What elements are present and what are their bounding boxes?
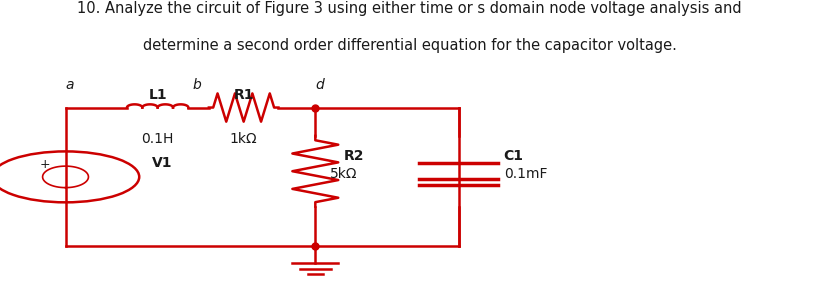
- Text: R1: R1: [233, 88, 254, 102]
- Text: C1: C1: [504, 149, 523, 163]
- Text: 0.1mF: 0.1mF: [504, 167, 547, 181]
- Text: R2: R2: [344, 149, 364, 163]
- Text: 5kΩ: 5kΩ: [330, 167, 358, 181]
- Text: +: +: [40, 158, 50, 171]
- Text: 1kΩ: 1kΩ: [230, 132, 257, 145]
- Text: d: d: [315, 78, 324, 92]
- Text: 0.1H: 0.1H: [142, 132, 174, 145]
- Text: a: a: [66, 78, 74, 92]
- Text: determine a second order differential equation for the capacitor voltage.: determine a second order differential eq…: [143, 38, 676, 53]
- Text: V1: V1: [152, 156, 172, 170]
- Text: b: b: [192, 78, 201, 92]
- Text: 10. Analyze the circuit of Figure 3 using either time or s domain node voltage a: 10. Analyze the circuit of Figure 3 usin…: [77, 1, 742, 16]
- Text: L1: L1: [148, 88, 167, 102]
